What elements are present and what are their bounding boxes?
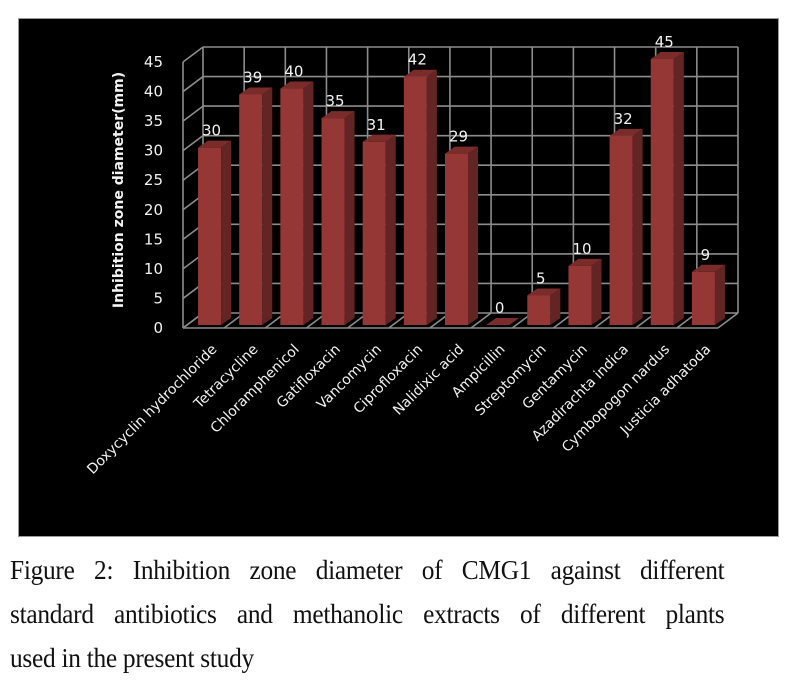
- floor-line: [717, 312, 739, 329]
- y-tick-label: 35: [144, 112, 163, 130]
- x-axis-labels: Doxycyclin hydrochlorideTetracyclineChlo…: [84, 342, 714, 478]
- data-label: 40: [284, 63, 303, 81]
- bar-front: [321, 118, 345, 325]
- bar-side: [468, 146, 479, 325]
- x-category-label: Streptomycin: [472, 342, 550, 420]
- bar-side: [426, 69, 437, 325]
- data-label: 32: [614, 110, 633, 128]
- data-label: 30: [202, 122, 221, 140]
- gridline-side: [182, 135, 204, 152]
- bar-top: [691, 264, 725, 272]
- bar-side: [385, 134, 396, 325]
- figure-caption: Figure 2: Inhibition zone diameter of CM…: [10, 548, 725, 680]
- bar-top: [280, 81, 314, 89]
- bar: [568, 258, 602, 325]
- caption-line-3: used in the present study: [10, 643, 254, 673]
- bar: [444, 146, 479, 325]
- y-tick-label: 30: [144, 142, 163, 160]
- x-category-label: Nalidixic acid: [390, 342, 467, 419]
- bar-top: [239, 87, 273, 95]
- bar-top: [527, 288, 561, 296]
- bar-front: [444, 153, 469, 325]
- data-label: 9: [701, 246, 711, 264]
- bar: [527, 288, 561, 325]
- bar-top: [198, 140, 232, 148]
- bar-front: [691, 271, 715, 325]
- data-label: 29: [449, 128, 468, 146]
- bar-side: [550, 288, 561, 325]
- y-tick-label: 25: [144, 171, 163, 189]
- bar-side: [262, 87, 273, 325]
- bar: [321, 111, 355, 325]
- bar-front: [609, 135, 633, 325]
- bar-front: [403, 76, 427, 325]
- bar-side: [714, 264, 725, 325]
- caption-line-2: standard antibiotics and methanolic extr…: [10, 599, 725, 629]
- bar-top: [568, 258, 602, 266]
- bars: [198, 52, 725, 325]
- gridline-side: [182, 105, 204, 122]
- bar-side: [591, 258, 602, 325]
- bar-front: [362, 141, 386, 325]
- bar-side: [221, 140, 232, 325]
- bar-front: [239, 94, 263, 325]
- bar: [362, 134, 396, 325]
- y-tick-label: 45: [144, 53, 163, 71]
- y-tick-label: 40: [144, 83, 163, 101]
- bar-side: [344, 111, 355, 325]
- bar-top: [444, 146, 479, 154]
- data-labels: 30 39 40 35 31 42 29 0 5 10 32 45 9: [202, 33, 710, 317]
- y-tick-label: 15: [144, 230, 163, 248]
- bar-top: [486, 318, 520, 325]
- bar-front: [280, 88, 304, 325]
- bar: [650, 52, 684, 325]
- data-label: 42: [408, 51, 427, 69]
- bar-top: [609, 128, 643, 136]
- bar-front: [198, 147, 222, 325]
- bar-top: [650, 52, 684, 59]
- bar: [198, 140, 232, 325]
- bar: [486, 318, 520, 325]
- bar-chart: 0 5 10 15 20 25 30 35 40 45 30 39 40 35 31 42 29 0 5 10 32 4…: [84, 33, 739, 478]
- data-label: 31: [367, 116, 386, 134]
- data-label: 39: [243, 68, 262, 86]
- y-axis-label: Inhibition zone diameter(mm): [111, 72, 127, 308]
- bar-top: [403, 69, 437, 77]
- data-label: 0: [495, 299, 505, 317]
- data-label: 35: [325, 92, 344, 110]
- bar-front: [650, 59, 674, 325]
- bar: [280, 81, 314, 325]
- y-tick-label: 10: [144, 260, 163, 278]
- bar-side: [303, 81, 314, 325]
- bar: [609, 128, 643, 325]
- y-tick-label: 5: [153, 289, 163, 307]
- data-label: 10: [572, 240, 591, 258]
- bar-side: [673, 52, 684, 325]
- gridline-side: [182, 75, 204, 93]
- data-label: 45: [655, 33, 674, 51]
- bar: [239, 87, 273, 325]
- bar: [691, 264, 725, 325]
- bar-top: [362, 134, 396, 142]
- caption-line-1: Figure 2: Inhibition zone diameter of CM…: [10, 555, 725, 585]
- data-label: 5: [536, 269, 546, 287]
- y-tick-label: 20: [144, 201, 163, 219]
- y-axis-ticks: 0 5 10 15 20 25 30 35 40 45: [144, 53, 163, 337]
- floor-line: [470, 312, 492, 329]
- bar-top: [321, 111, 355, 119]
- bar-side: [632, 128, 643, 325]
- bar-front: [568, 265, 592, 325]
- bar-front: [527, 295, 551, 325]
- bar: [403, 69, 437, 325]
- gridline-side: [182, 46, 204, 63]
- y-tick-label: 0: [153, 319, 163, 337]
